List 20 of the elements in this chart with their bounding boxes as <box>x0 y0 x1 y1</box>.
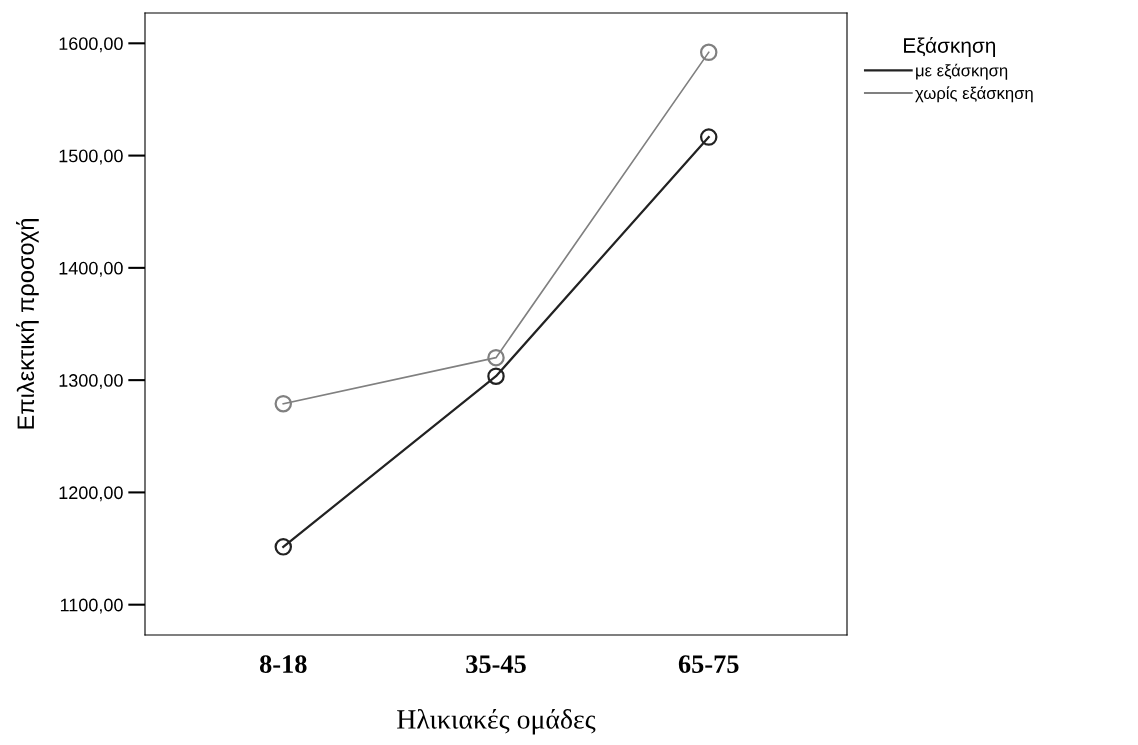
y-tick-label: 1500,00 <box>59 149 123 165</box>
legend-title: Εξάσκηση <box>904 36 996 57</box>
x-tick-label: 65-75 <box>678 655 739 674</box>
point <box>487 348 505 367</box>
legend-label: χωρίς εξάσκηση <box>915 86 1033 103</box>
x-tick-label: 8-18 <box>259 655 307 674</box>
y-tick-label: 1100,00 <box>60 598 123 614</box>
point <box>699 43 718 62</box>
point <box>699 128 718 146</box>
legend-label: με εξάσκηση <box>916 63 1008 80</box>
y-tick-label: 1300,00 <box>59 374 123 389</box>
x-axis-title: Ηλικιακές ομάδες <box>397 708 596 735</box>
y-tick-label: 1400,00 <box>59 261 123 277</box>
y-tick-label: 1200,00 <box>59 486 123 502</box>
x-tick-label: 35-45 <box>466 655 526 674</box>
y-axis-title: Επιλεκτική προσοχή <box>16 219 39 429</box>
point <box>487 367 505 385</box>
point <box>274 538 293 556</box>
point <box>274 394 293 413</box>
y-tick-label: 1600,00 <box>59 37 123 53</box>
